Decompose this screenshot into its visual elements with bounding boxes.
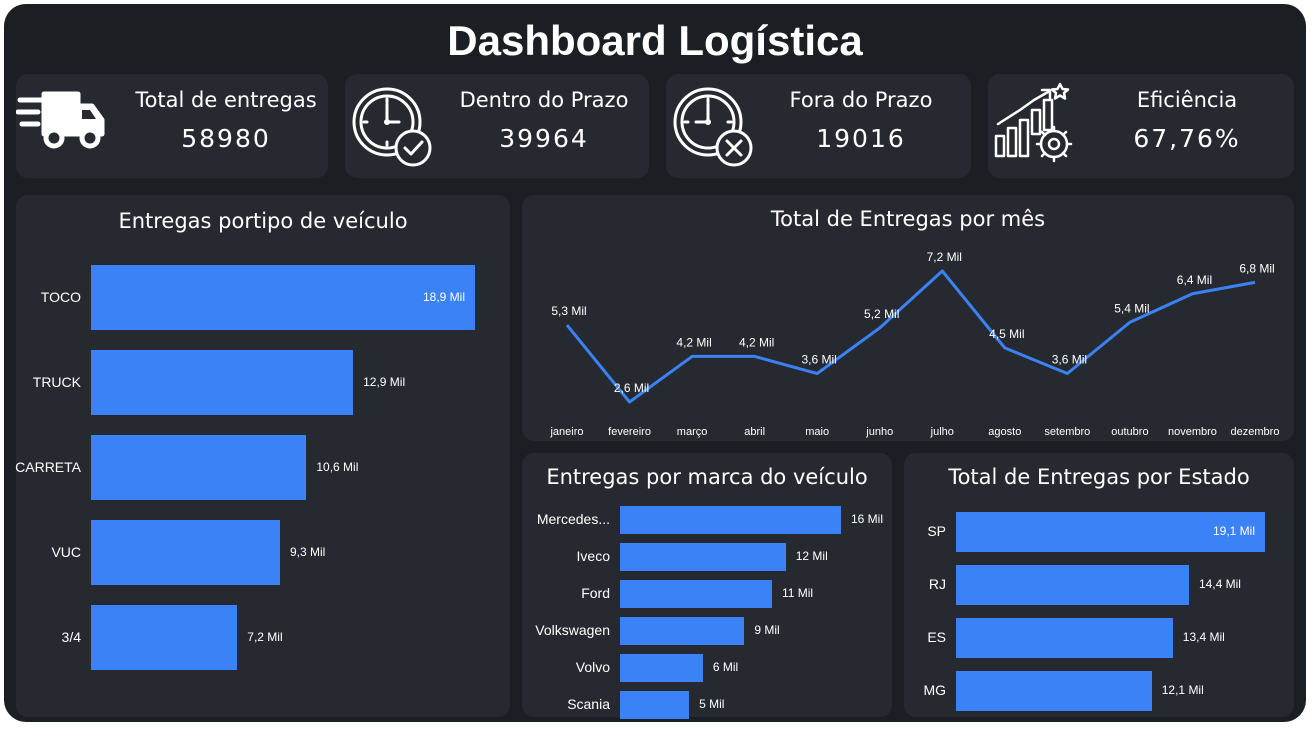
growth-chart-gear-icon [994,82,1073,163]
x-tick-label: janeiro [549,426,583,438]
bar [620,506,841,534]
kpi-card-dentro-prazo: Dentro do Prazo 39964 [345,74,649,178]
x-tick-label: abril [744,426,765,438]
x-tick-label: agosto [988,426,1021,438]
category-label: MG [923,682,946,698]
data-label: 6,4 Mil [1177,273,1212,287]
category-label: Mercedes... [536,511,610,527]
data-label: 14,4 Mil [1198,577,1241,591]
data-label: 10,6 Mil [316,459,359,474]
category-label: RJ [928,576,946,592]
data-label: 4,2 Mil [676,335,711,349]
clock-cross-icon [673,87,753,167]
x-tick-label: junho [865,426,893,438]
bar [91,605,238,670]
x-tick-label: fevereiro [608,426,651,438]
kpi-value: 19016 [816,124,906,153]
category-label: Ford [581,585,610,601]
data-label: 18,9 Mil [422,289,465,304]
bar [956,565,1189,605]
category-label: Iveco [576,548,610,564]
data-label: 13,4 Mil [1182,630,1225,644]
category-label: Volvo [575,659,610,675]
clock-check-icon [352,87,432,167]
bar [956,618,1173,658]
kpi-label: Total de entregas [135,88,317,112]
data-label: 12,9 Mil [363,374,406,389]
data-label: 3,6 Mil [1052,353,1087,367]
data-label: 12 Mil [795,549,828,563]
data-label: 3,6 Mil [802,353,837,367]
chart-panel-mes: Total de Entregas por mês 5,3 Mil janeiro… [522,195,1294,441]
data-label: 5,3 Mil [551,304,586,318]
bar [91,265,475,330]
category-label: Volkswagen [535,622,610,638]
chart-title: Entregas por marca do veículo [546,465,868,489]
data-label: 7,2 Mil [927,250,962,264]
data-label: 19,1 Mil [1212,524,1255,538]
data-label: 5,4 Mil [1114,301,1149,315]
data-label: 6,8 Mil [1239,261,1274,275]
kpi-value: 67,76% [1133,124,1241,153]
x-tick-label: outubro [1111,426,1148,438]
x-tick-label: março [677,426,708,438]
data-label: 4,5 Mil [989,327,1024,341]
kpi-label: Dentro do Prazo [459,88,629,112]
category-label: CARRETA [15,458,81,475]
category-label: TRUCK [32,373,81,390]
kpi-label: Eficiência [1136,88,1238,112]
data-label: 4,2 Mil [739,335,774,349]
bar [620,543,786,571]
bar [91,435,307,500]
dashboard-frame: Dashboard Logística Total de entregas 58… [4,4,1306,722]
bar [620,654,703,682]
line-chart: 5,3 Mil janeiro 2,6 Mil fevereiro 4,2 Mil mar… [549,250,1280,438]
delivery-truck-icon [16,91,105,149]
chart-panel-estado: Total de Entregas por Estado SP 19,1 Mil R… [904,453,1294,717]
data-label: 9,3 Mil [289,544,326,559]
category-label: 3/4 [61,628,81,645]
bar [620,617,745,645]
data-label: 16 Mil [851,512,884,526]
chart-title: Entregas portipo de veículo [118,209,408,233]
data-label: 5,2 Mil [864,307,899,321]
chart-title: Total de Entregas por mês [770,207,1046,231]
bar [91,350,354,415]
page-title: Dashboard Logística [447,17,863,64]
data-label: 5 Mil [699,697,725,711]
bar [956,671,1152,711]
category-label: SP [927,523,946,539]
chart-panel-tipo-veiculo: Entregas portipo de veículo TOCO 18,9 Mil… [15,195,510,717]
x-tick-label: julho [930,426,954,438]
bar [620,580,772,608]
kpi-card-total: Total de entregas 58980 [16,74,328,178]
chart-title: Total de Entregas por Estado [948,465,1250,489]
category-label: TOCO [40,288,81,305]
kpi-card-fora-prazo: Fora do Prazo 19016 [666,74,971,178]
category-label: VUC [51,543,81,560]
category-label: Scania [567,696,610,712]
kpi-card-eficiencia: Eficiência 67,76% [988,74,1294,178]
x-tick-label: dezembro [1231,426,1280,438]
data-label: 7,2 Mil [247,629,283,644]
data-label: 12,1 Mil [1161,683,1204,697]
bar [620,691,690,719]
data-label: 2,6 Mil [614,381,649,395]
chart-panel-marca: Entregas por marca do veículo Mercedes..… [522,453,892,719]
category-label: ES [927,629,946,645]
x-tick-label: novembro [1168,426,1217,438]
data-label: 6 Mil [712,660,739,674]
kpi-value: 39964 [499,124,589,153]
kpi-label: Fora do Prazo [789,88,933,112]
x-tick-label: maio [805,426,829,438]
data-label: 11 Mil [781,586,814,600]
bar [956,512,1265,552]
data-label: 9 Mil [754,623,780,637]
bar [91,520,280,585]
series-line [565,269,1256,404]
x-tick-label: setembro [1044,426,1090,438]
kpi-value: 58980 [181,124,271,153]
